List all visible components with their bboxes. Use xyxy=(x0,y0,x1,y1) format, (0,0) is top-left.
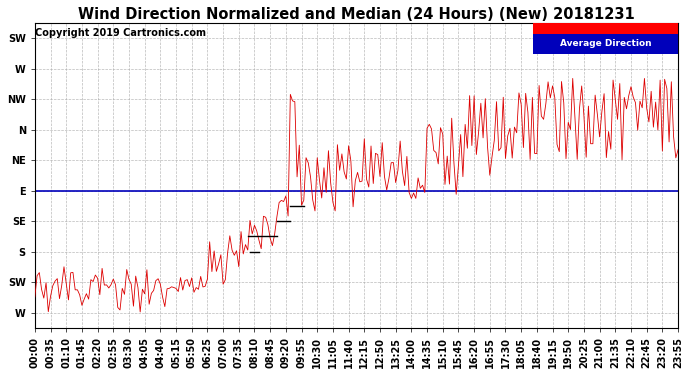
FancyBboxPatch shape xyxy=(533,23,678,34)
Text: Copyright 2019 Cartronics.com: Copyright 2019 Cartronics.com xyxy=(35,28,206,38)
Title: Wind Direction Normalized and Median (24 Hours) (New) 20181231: Wind Direction Normalized and Median (24… xyxy=(78,7,635,22)
FancyBboxPatch shape xyxy=(533,34,678,54)
Text: Average Direction: Average Direction xyxy=(560,39,651,48)
